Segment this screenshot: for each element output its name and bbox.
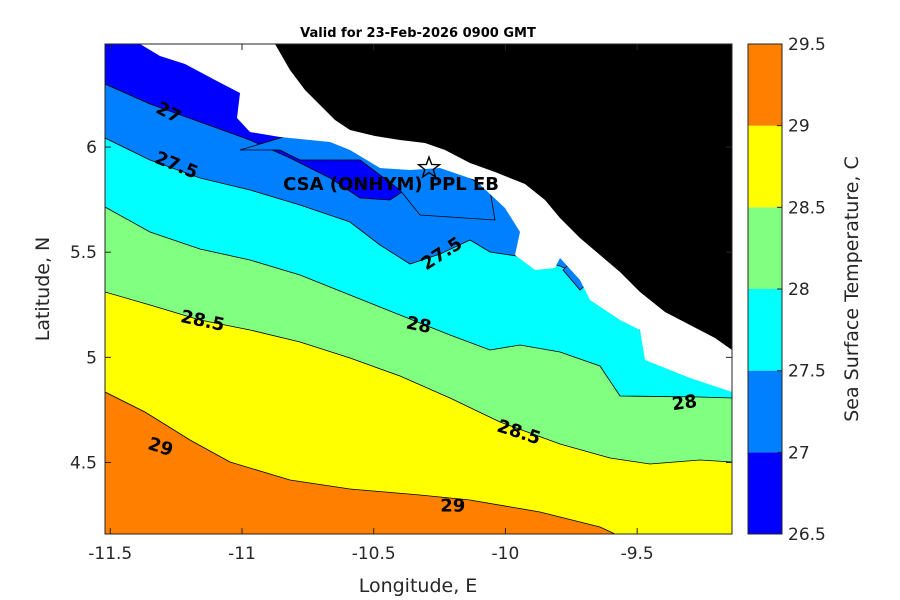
contour-label: 28: [671, 391, 699, 415]
x-tick-label: -9.5: [621, 544, 654, 564]
y-axis-label: Latitude, N: [32, 237, 54, 342]
y-tick-label: 5.5: [70, 243, 97, 263]
contour-label: 29: [440, 496, 465, 517]
site-marker-layer: CSA (ONHYM) PPL EB: [283, 155, 499, 195]
x-tick-label: -11: [228, 544, 256, 564]
colorbar-tick-label: 29.5: [788, 35, 826, 55]
site-star-icon: [416, 155, 442, 179]
colorbar-tick-label: 26.5: [788, 525, 826, 545]
colorbar: 26.5 27 27.5 28 28.5 29 29.5: [747, 35, 826, 545]
y-axis: 4.5 5 5.5 6: [70, 138, 732, 473]
colorbar-segment: [748, 452, 782, 534]
colorbar-segment: [748, 370, 782, 453]
contour-label: 28: [404, 312, 433, 338]
colorbar-segment: [748, 125, 782, 208]
x-axis-label: Longitude, E: [359, 575, 478, 597]
plot-frame: [104, 43, 733, 535]
x-tick-label: -10.5: [352, 544, 396, 564]
colorbar-tick-label: 28.5: [788, 198, 826, 218]
colorbar-tick-label: 29: [788, 117, 810, 137]
y-tick-label: 5: [86, 348, 97, 368]
y-tick-label: 4.5: [70, 453, 97, 473]
colorbar-segment: [748, 289, 782, 371]
colorbar-label: Sea Surface Temperature, C: [841, 156, 863, 422]
plot-area: [105, 44, 732, 534]
site-label: CSA (ONHYM) PPL EB: [283, 174, 499, 195]
chart-title: Valid for 23-Feb-2026 0900 GMT: [300, 26, 536, 41]
colorbar-segment: [748, 207, 782, 289]
colorbar-segment: [748, 44, 782, 126]
land-mask: [275, 44, 732, 350]
x-tick-label: -11.5: [88, 544, 132, 564]
colorbar-tick-label: 27.5: [788, 362, 826, 382]
y-tick-label: 6: [86, 138, 97, 158]
colorbar-tick-label: 28: [788, 280, 810, 300]
x-axis: -11.5 -11 -10.5 -10 -9.5: [88, 44, 654, 564]
colorbar-tick-label: 27: [788, 443, 810, 463]
x-tick-label: -10: [492, 544, 520, 564]
